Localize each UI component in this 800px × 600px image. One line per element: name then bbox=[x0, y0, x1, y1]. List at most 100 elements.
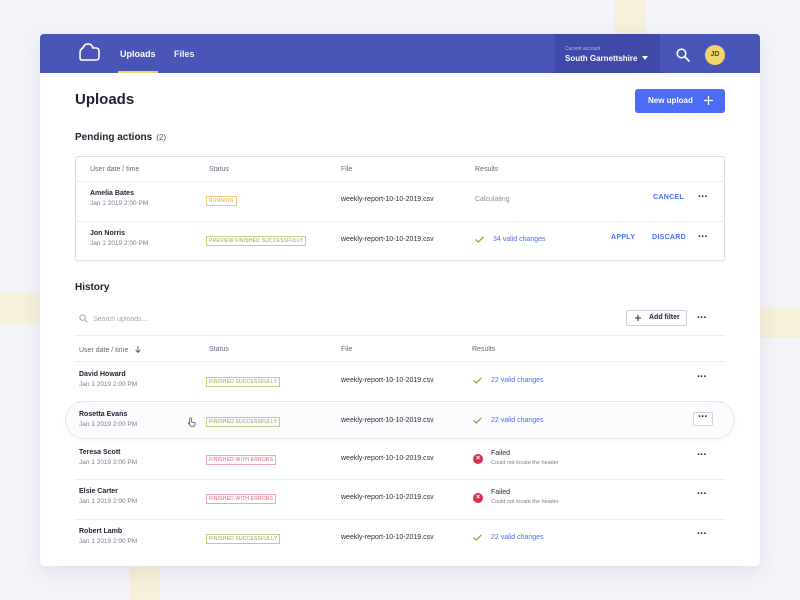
more-icon[interactable]: ··· bbox=[697, 371, 707, 383]
sort-down-icon[interactable] bbox=[135, 346, 142, 353]
add-filter-label: Add filter bbox=[649, 314, 680, 321]
row-user-name: Jon Norris bbox=[90, 230, 126, 237]
check-icon bbox=[473, 377, 482, 384]
column-header-results[interactable]: Results bbox=[475, 166, 499, 173]
account-name: South Garnettshire bbox=[565, 54, 638, 63]
valid-changes-link[interactable]: 22 valid changes bbox=[491, 377, 544, 384]
table-row[interactable]: Robert Lamb Jan 1 2019 2:00 PM FINISHED … bbox=[75, 519, 725, 559]
history-title: History bbox=[75, 282, 110, 293]
table-row[interactable]: Elsie Carter Jan 1 2019 2:00 PM FINISHED… bbox=[75, 479, 725, 519]
apply-button[interactable]: APPLY bbox=[611, 234, 636, 241]
divider bbox=[75, 361, 725, 362]
plus-icon bbox=[704, 96, 713, 105]
status-badge: FINISHED WITH ERRORS bbox=[206, 455, 277, 465]
row-date: Jan 1 2019 2:00 PM bbox=[79, 498, 138, 505]
divider bbox=[75, 479, 725, 480]
column-header-file[interactable]: File bbox=[341, 346, 353, 353]
page-title: Uploads bbox=[75, 91, 135, 108]
column-header-user[interactable]: User date / time bbox=[90, 166, 140, 173]
add-filter-button[interactable]: Add filter bbox=[626, 310, 687, 326]
row-user-name: Amelia Bates bbox=[90, 190, 134, 197]
row-file-name: weekly-report-10-10-2019.csv bbox=[341, 534, 434, 541]
background-stripe bbox=[615, 0, 645, 40]
search-icon bbox=[79, 314, 88, 323]
row-file-name: weekly-report-10-10-2019.csv bbox=[341, 494, 434, 501]
pending-actions-title: Pending actions (2) bbox=[75, 132, 166, 143]
table-row[interactable]: David Howard Jan 1 2019 2:00 PM FINISHED… bbox=[75, 361, 725, 401]
row-file-name: weekly-report-10-10-2019.csv bbox=[341, 455, 434, 462]
status-badge: FINISHED WITH ERRORS bbox=[206, 494, 277, 504]
history-toolbar: Add filter ··· bbox=[75, 306, 725, 336]
app-window: Uploads Files Current account South Garn… bbox=[40, 34, 760, 566]
new-upload-button[interactable]: New upload bbox=[635, 89, 725, 113]
table-row[interactable]: Amelia Bates Jan 1 2019 2:00 PM RUNNING … bbox=[76, 181, 724, 221]
row-result: Failed bbox=[491, 450, 511, 457]
check-icon bbox=[473, 534, 482, 541]
table-row[interactable]: Rosetta Evans Jan 1 2019 2:00 PM FINISHE… bbox=[75, 401, 725, 439]
column-header-status[interactable]: Status bbox=[209, 166, 229, 173]
more-icon[interactable]: ··· bbox=[697, 312, 707, 324]
status-badge: FINISHED SUCCESSFULLY bbox=[206, 377, 281, 387]
row-date: Jan 1 2019 2:00 PM bbox=[79, 421, 138, 428]
cloud-logo-icon[interactable] bbox=[78, 43, 100, 63]
valid-changes-link[interactable]: 22 valid changes bbox=[491, 534, 544, 541]
chevron-down-icon bbox=[642, 56, 648, 60]
divider bbox=[75, 335, 725, 336]
check-icon bbox=[475, 236, 484, 243]
error-icon: × bbox=[473, 493, 483, 503]
table-row[interactable]: Jon Norris Jan 1 2019 2:00 PM PREVIEW FI… bbox=[76, 221, 724, 261]
divider bbox=[76, 221, 724, 222]
pointer-cursor-icon bbox=[188, 417, 196, 427]
divider bbox=[75, 519, 725, 520]
row-file-name: weekly-report-10-10-2019.csv bbox=[341, 236, 434, 243]
row-file-name: weekly-report-10-10-2019.csv bbox=[341, 377, 434, 384]
account-label: Current account bbox=[565, 46, 601, 52]
status-badge: FINISHED SUCCESSFULLY bbox=[206, 534, 281, 544]
column-header-file[interactable]: File bbox=[341, 166, 353, 173]
discard-button[interactable]: DISCARD bbox=[652, 234, 686, 241]
more-icon[interactable]: ··· bbox=[697, 449, 707, 461]
pending-count: (2) bbox=[156, 133, 167, 142]
row-result: Failed bbox=[491, 489, 511, 496]
row-date: Jan 1 2019 2:00 PM bbox=[79, 538, 138, 545]
pending-actions-label: Pending actions bbox=[75, 132, 153, 143]
history-table: User date / time Status File Results Dav… bbox=[65, 337, 735, 559]
status-badge: FINISHED SUCCESSFULLY bbox=[206, 417, 281, 427]
more-icon[interactable]: ··· bbox=[698, 191, 708, 203]
status-badge: RUNNING bbox=[206, 196, 237, 206]
status-badge: PREVIEW FINISHED SUCCESSFULLY bbox=[206, 236, 307, 246]
row-file-name: weekly-report-10-10-2019.csv bbox=[341, 196, 434, 203]
search-input[interactable] bbox=[93, 312, 293, 326]
account-switcher[interactable]: Current account South Garnettshire bbox=[555, 34, 660, 73]
avatar[interactable]: JD bbox=[705, 45, 725, 65]
background-stripe bbox=[0, 293, 40, 323]
valid-changes-link[interactable]: 34 valid changes bbox=[493, 236, 546, 243]
tab-uploads[interactable]: Uploads bbox=[118, 34, 158, 73]
error-icon: × bbox=[473, 454, 483, 464]
valid-changes-link[interactable]: 22 valid changes bbox=[491, 417, 544, 424]
column-header-status[interactable]: Status bbox=[209, 346, 229, 353]
row-result: Calculating bbox=[475, 196, 510, 203]
table-row[interactable]: Teresa Scott Jan 1 2019 2:00 PM FINISHED… bbox=[75, 439, 725, 479]
top-navigation-bar: Uploads Files Current account South Garn… bbox=[40, 34, 760, 73]
pending-actions-table: User date / time Status File Results Ame… bbox=[75, 156, 725, 261]
column-header-user[interactable]: User date / time bbox=[79, 346, 142, 354]
more-icon[interactable]: ··· bbox=[697, 528, 707, 540]
row-file-name: weekly-report-10-10-2019.csv bbox=[341, 417, 434, 424]
column-header-results[interactable]: Results bbox=[472, 346, 496, 353]
more-icon[interactable]: ··· bbox=[697, 488, 707, 500]
more-icon[interactable]: ··· bbox=[698, 231, 708, 243]
row-user-name: Robert Lamb bbox=[79, 528, 123, 535]
check-icon bbox=[473, 417, 482, 424]
search-icon[interactable] bbox=[676, 48, 690, 62]
cancel-button[interactable]: CANCEL bbox=[653, 194, 684, 201]
more-icon[interactable]: ··· bbox=[693, 412, 713, 426]
tab-files[interactable]: Files bbox=[174, 49, 195, 59]
row-date: Jan 1 2019 2:00 PM bbox=[90, 240, 149, 247]
row-user-name: Teresa Scott bbox=[79, 449, 121, 456]
column-header-user-label: User date / time bbox=[79, 347, 129, 354]
row-user-name: David Howard bbox=[79, 371, 126, 378]
background-stripe bbox=[130, 565, 160, 600]
row-user-name: Elsie Carter bbox=[79, 488, 118, 495]
plus-icon bbox=[635, 315, 641, 321]
